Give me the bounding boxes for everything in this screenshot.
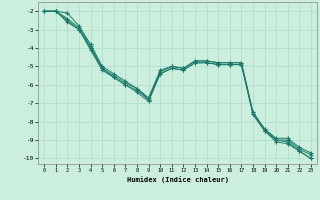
X-axis label: Humidex (Indice chaleur): Humidex (Indice chaleur) xyxy=(127,176,228,183)
